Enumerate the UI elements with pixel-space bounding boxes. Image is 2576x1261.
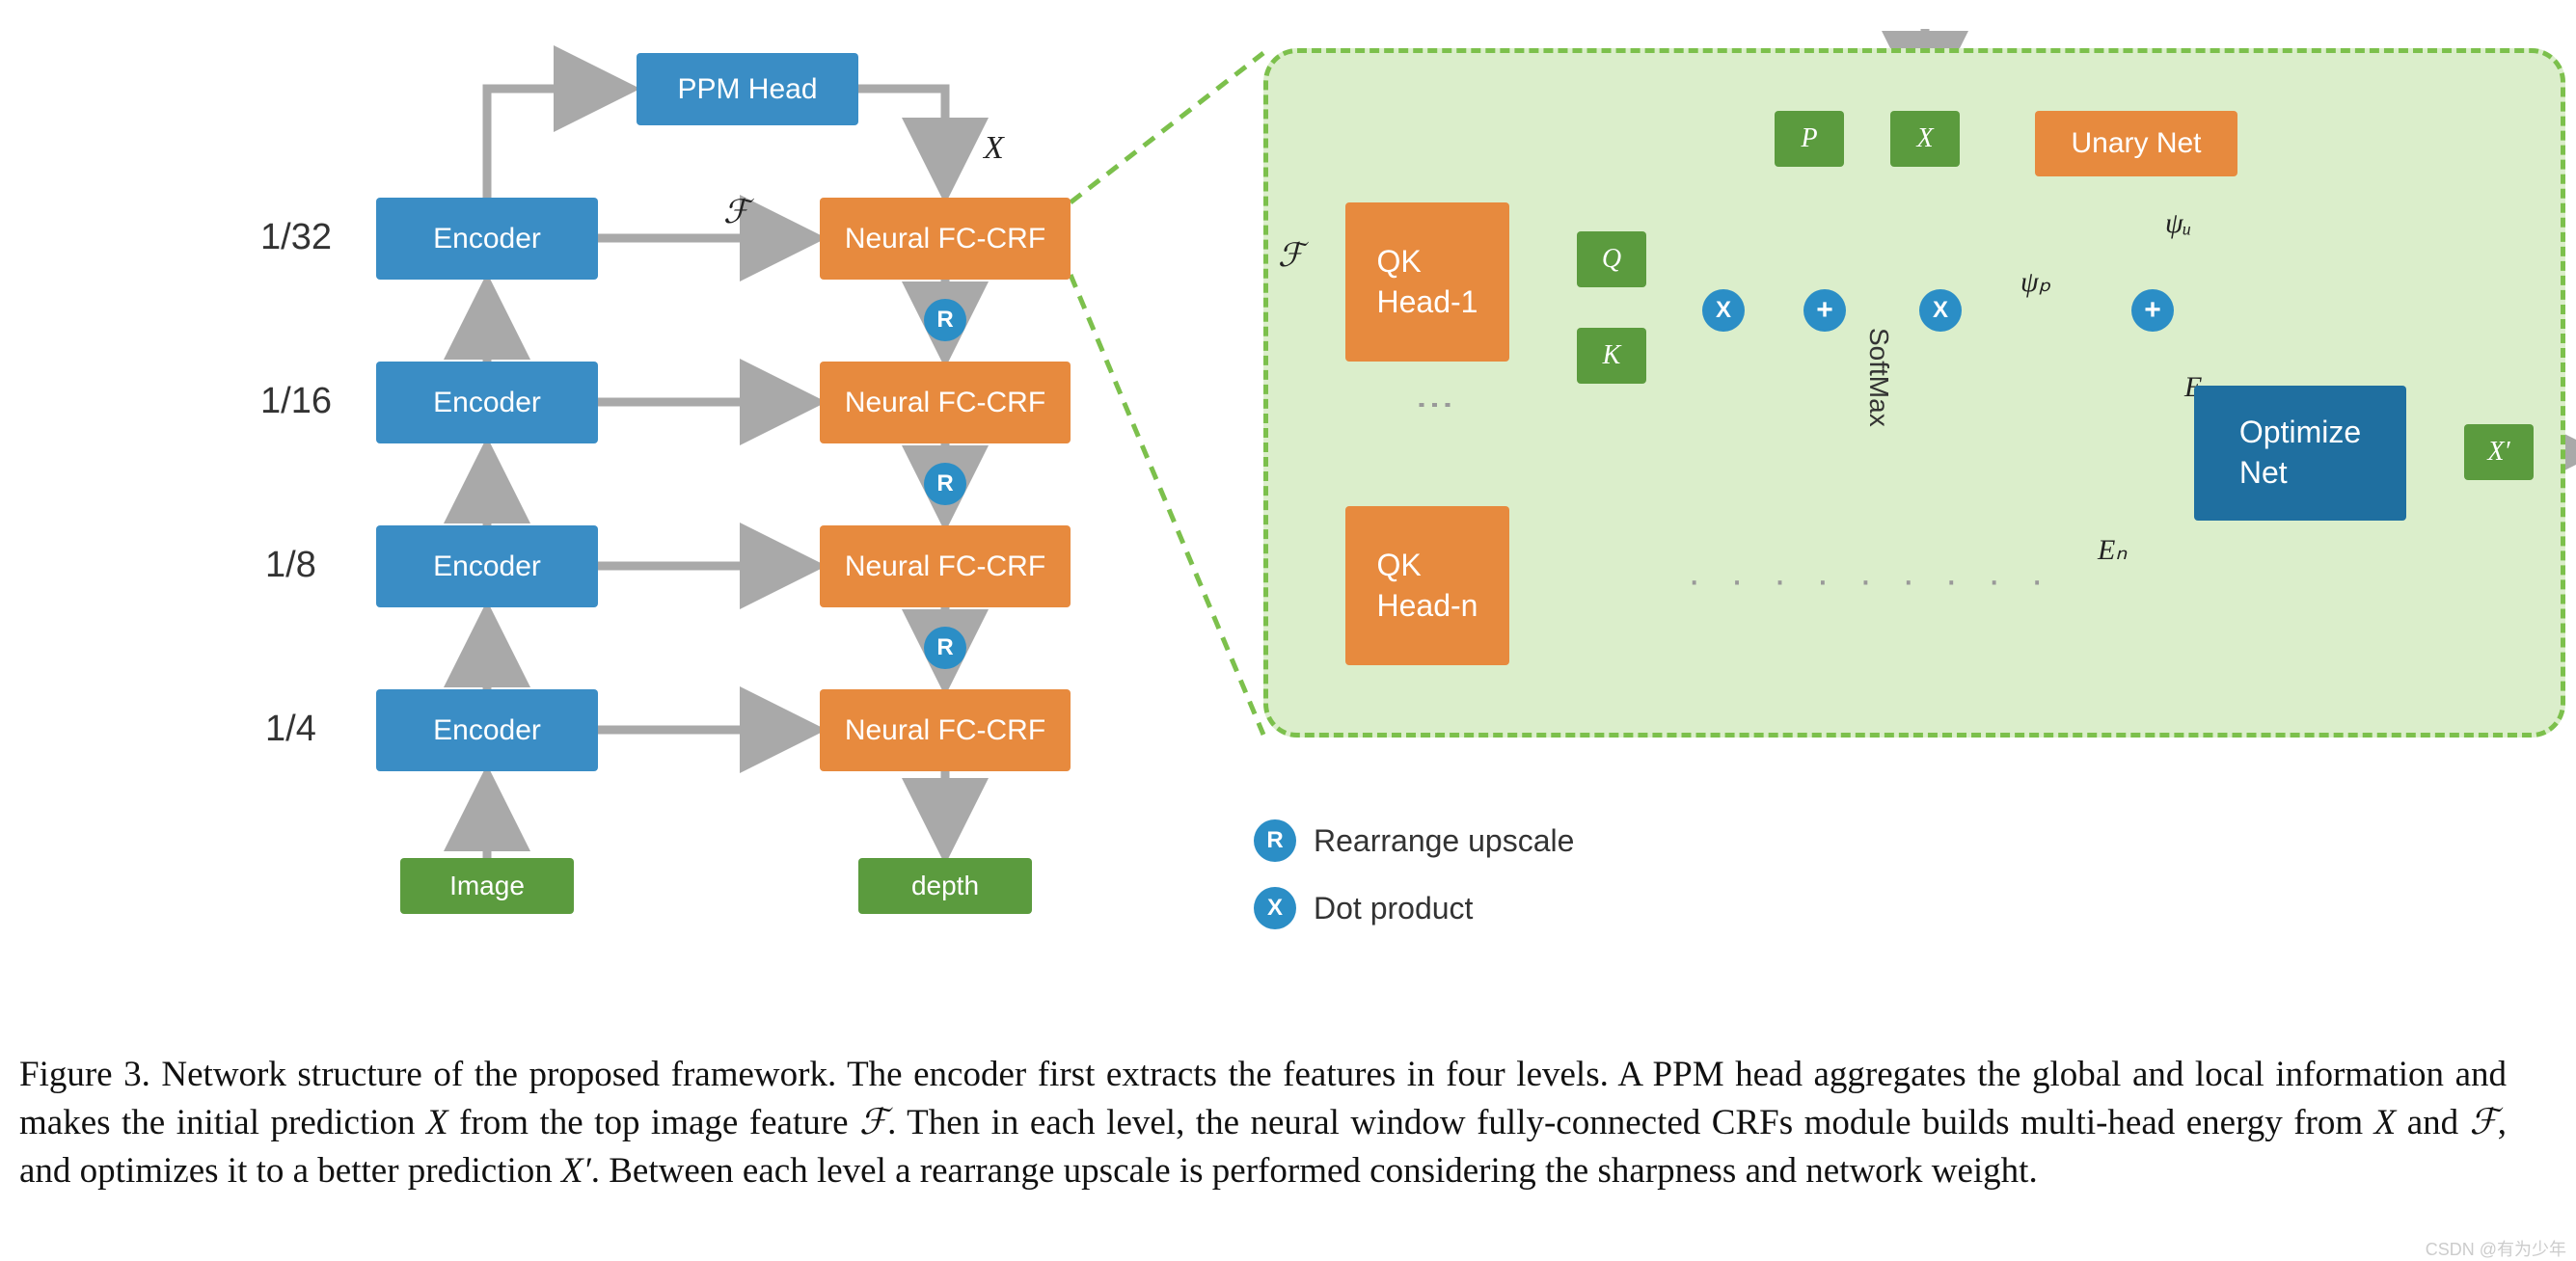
scale-1-4: 1/4 [265,709,316,750]
vertical-ellipsis-icon: ⋮ [1413,386,1457,432]
crf-2: Neural FC-CRF [820,362,1071,443]
cap-f2: ℱ [2470,1103,2498,1142]
f-symbol-left: ℱ [723,193,749,231]
qk-head-1: QK Head-1 [1345,202,1509,362]
legend-r-text: Rearrange upscale [1314,823,1574,859]
ppm-head-box: PPM Head [637,53,858,125]
plus-2-icon: + [2131,289,2174,332]
encoder-4: Encoder [376,689,598,771]
r-circle-3: R [924,627,966,669]
legend-r-icon: R [1254,819,1296,862]
horizontal-ellipsis-icon: · · · · · · · · · [1688,559,2053,603]
f-symbol-right: ℱ [1278,236,1304,275]
watermark-text: CSDN @有为少年 [2426,1236,2566,1261]
figure-caption: Figure 3. Network structure of the propo… [19,1051,2507,1195]
diagram-canvas: 1/32 1/16 1/8 1/4 PPM Head Encoder Encod… [19,19,2576,1032]
qk-head-n: QK Head-n [1345,506,1509,665]
cap-x1: X [426,1103,448,1142]
crf-3: Neural FC-CRF [820,525,1071,607]
k-box: K [1577,328,1646,384]
x-symbol-left: X [984,130,1004,167]
cap-mid1: from the top image feature [448,1103,859,1142]
encoder-2: Encoder [376,362,598,443]
optimize-net-box: Optimize Net [2194,386,2406,521]
p-box: P [1775,111,1844,167]
legend-x-text: Dot product [1314,891,1473,926]
legend-rearrange: R Rearrange upscale [1254,819,1574,862]
plus-1-icon: + [1803,289,1846,332]
r-circle-1: R [924,299,966,341]
scale-1-32: 1/32 [260,217,332,258]
x-prime-box: X′ [2464,424,2534,480]
encoder-1: Encoder [376,198,598,280]
cap-x2: X [2374,1103,2397,1142]
psi-p-label: ψₚ [2020,265,2050,299]
softmax-label: SoftMax [1863,328,1894,427]
dotprod-2-icon: X [1919,289,1962,332]
cap-mid3: and [2396,1103,2469,1142]
unary-net-box: Unary Net [2035,111,2237,176]
dotprod-1-icon: X [1702,289,1745,332]
legend-dotprod: X Dot product [1254,887,1473,929]
cap-xp: X′ [561,1151,591,1191]
psi-u-label: ψᵤ [2165,207,2191,240]
x-box: X [1890,111,1960,167]
crf-4: Neural FC-CRF [820,689,1071,771]
legend-x-icon: X [1254,887,1296,929]
q-box: Q [1577,231,1646,287]
encoder-3: Encoder [376,525,598,607]
cap-mid2: . Then in each level, the neural window … [887,1103,2374,1142]
scale-1-8: 1/8 [265,545,316,586]
image-input-box: Image [400,858,574,914]
r-circle-2: R [924,463,966,505]
depth-output-box: depth [858,858,1032,914]
en-label: Eₙ [2098,533,2127,567]
figure-wrap: 1/32 1/16 1/8 1/4 PPM Head Encoder Encod… [19,19,2576,1195]
scale-1-16: 1/16 [260,381,332,422]
cap-f: ℱ [859,1103,887,1142]
crf-1: Neural FC-CRF [820,198,1071,280]
cap-suffix: . Between each level a rearrange upscale… [591,1151,2038,1191]
